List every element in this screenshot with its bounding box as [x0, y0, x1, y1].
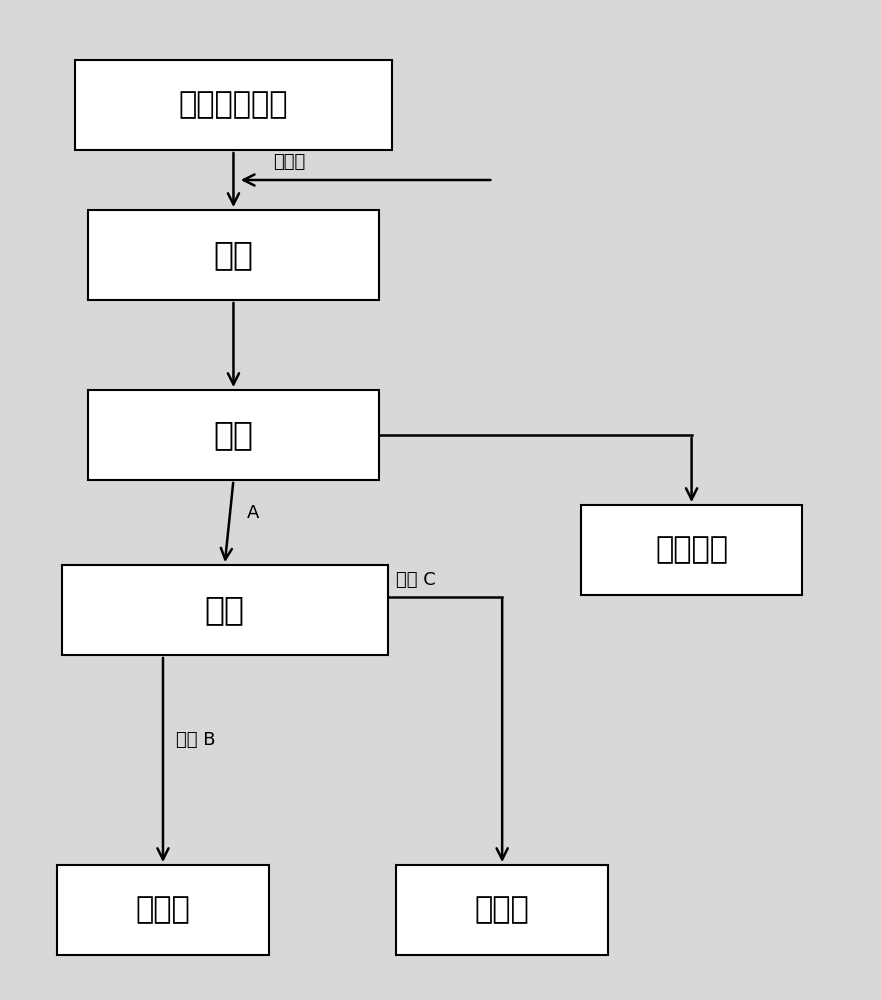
Text: 过滤: 过滤 — [213, 418, 254, 452]
Bar — [581, 505, 802, 595]
Text: 溢流 C: 溢流 C — [396, 571, 436, 589]
Bar — [75, 60, 392, 150]
Text: 沉砂 B: 沉砂 B — [176, 731, 216, 749]
Bar — [396, 865, 608, 955]
Text: 回收利用: 回收利用 — [655, 536, 728, 564]
Text: 钛精矿: 钛精矿 — [475, 896, 529, 924]
Text: 钒钛磁铁精矿: 钒钛磁铁精矿 — [179, 91, 288, 119]
Text: 脱泥: 脱泥 — [204, 593, 245, 626]
Text: 氧化剂: 氧化剂 — [273, 153, 306, 171]
Text: A: A — [247, 504, 259, 522]
Bar — [88, 390, 379, 480]
Bar — [57, 865, 269, 955]
Bar — [62, 565, 388, 655]
Text: 碱浸: 碱浸 — [213, 238, 254, 271]
Bar — [88, 210, 379, 300]
Text: 铁精矿: 铁精矿 — [136, 896, 190, 924]
